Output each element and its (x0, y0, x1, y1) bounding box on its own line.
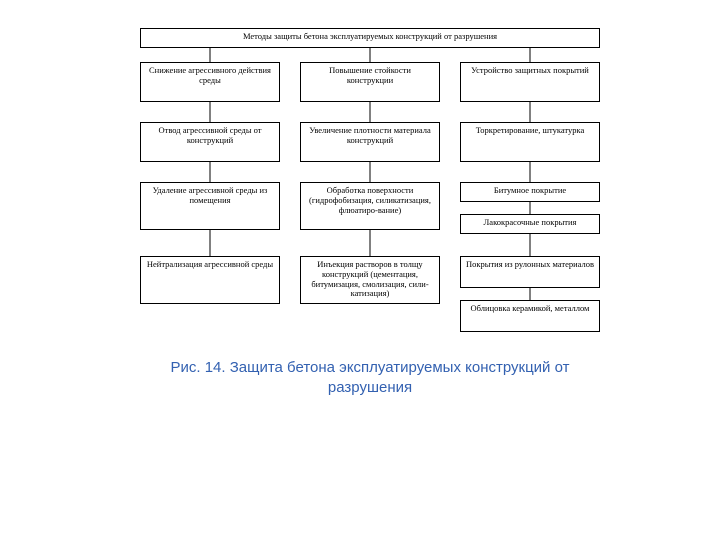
box-c0-i2: Нейтрализация агрессивной среды (140, 256, 280, 304)
column-head-2: Устройство защитных покрытий (460, 62, 600, 102)
box-c1-i1: Обработка поверхности (гидрофобизация, с… (300, 182, 440, 230)
box-c1-i2: Инъекция растворов в толщу конструкций (… (300, 256, 440, 304)
box-c2-i1: Битумное покрытие (460, 182, 600, 202)
column-head-0: Снижение агрессивного действия среды (140, 62, 280, 102)
figure-caption: Рис. 14. Защита бетона эксплуатируемых к… (140, 358, 600, 397)
box-c2-i4: Облицовка керамикой, металлом (460, 300, 600, 332)
box-c2-i3: Покрытия из рулонных материалов (460, 256, 600, 288)
column-head-1: Повышение стойкости конструкции (300, 62, 440, 102)
box-c1-i0: Увеличение плотности материала конструкц… (300, 122, 440, 162)
box-c2-i2: Лакокрасочные покрытия (460, 214, 600, 234)
root-box: Методы защиты бетона эксплуатируемых кон… (140, 28, 600, 48)
box-c2-i0: Торкретирование, штукатурка (460, 122, 600, 162)
box-c0-i1: Удаление агрессивной среды из помещения (140, 182, 280, 230)
box-c0-i0: Отвод агрессивной среды от конструкций (140, 122, 280, 162)
